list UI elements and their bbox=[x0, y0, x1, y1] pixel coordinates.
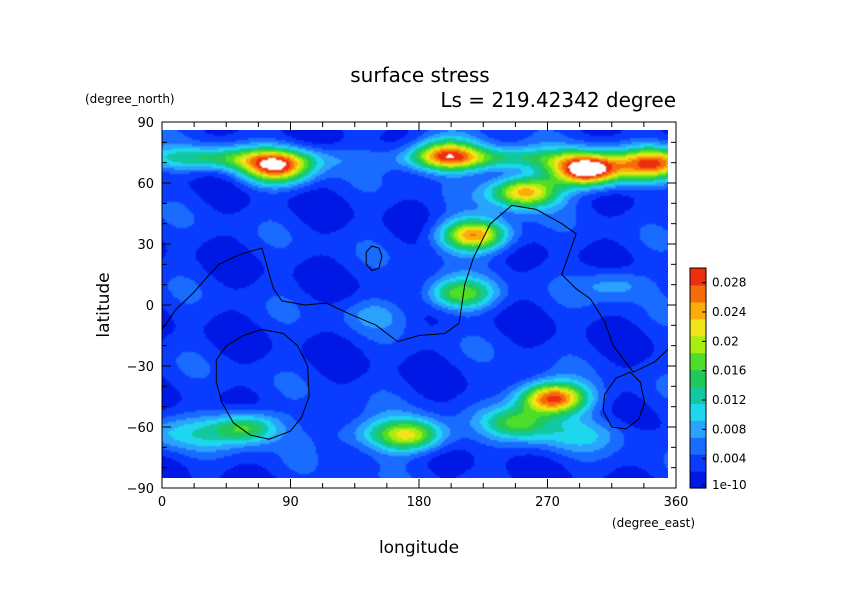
small-loop-contour bbox=[365, 245, 383, 271]
colorbar-swatch bbox=[690, 301, 706, 320]
chart-subtitle: Ls = 219.42342 degree bbox=[440, 88, 676, 112]
colorbar: 1e-10 0.004 0.008 0.012 0.016 0.02 0.024 0.028 bbox=[689, 267, 747, 492]
colorbar-swatch bbox=[690, 335, 706, 354]
x-tick-label: 0 bbox=[158, 495, 166, 510]
x-tick-label: 270 bbox=[535, 495, 560, 510]
colorbar-swatch bbox=[690, 454, 706, 472]
colorbar-swatch bbox=[690, 420, 706, 438]
y-tick-label: −30 bbox=[127, 360, 154, 375]
colorbar-tick-label: 0.008 bbox=[712, 422, 746, 436]
crater-east-contour bbox=[602, 371, 646, 430]
colorbar-tick-label: 0.004 bbox=[712, 452, 746, 466]
y-tick-label: −60 bbox=[127, 421, 154, 436]
chart-title: surface stress bbox=[350, 63, 489, 87]
x-tick-label: 360 bbox=[664, 495, 689, 510]
y-tick-label: 90 bbox=[137, 116, 154, 131]
colorbar-tick-label: 0.02 bbox=[712, 334, 739, 348]
colorbar-tick-label: 0.016 bbox=[712, 364, 746, 378]
colorbar-swatch bbox=[690, 386, 706, 404]
x-unit-label: (degree_east) bbox=[612, 516, 695, 530]
colorbar-swatch bbox=[690, 471, 706, 489]
colorbar-swatch bbox=[690, 437, 706, 455]
colorbar-frame bbox=[689, 267, 707, 489]
colorbar-swatch bbox=[690, 268, 706, 286]
x-axis-label: longitude bbox=[379, 538, 459, 558]
colorbar-tick-label: 0.024 bbox=[712, 305, 746, 319]
x-tick-label: 90 bbox=[282, 495, 299, 510]
colorbar-swatch bbox=[690, 284, 706, 303]
x-axis: 0 90 180 270 360 bbox=[158, 122, 689, 510]
y-tick-label: 60 bbox=[137, 177, 154, 192]
colorbar-tick-label: 0.012 bbox=[712, 393, 746, 407]
y-unit-label: (degree_north) bbox=[85, 92, 175, 106]
colorbar-tick-label: 0.028 bbox=[712, 276, 746, 290]
colorbar-swatch bbox=[690, 318, 706, 337]
plot-area bbox=[162, 130, 668, 478]
contour-layer bbox=[162, 204, 668, 440]
colorbar-swatch bbox=[690, 352, 706, 371]
y-tick-label: 30 bbox=[137, 238, 154, 253]
colorbar-tick-label: 1e-10 bbox=[712, 478, 747, 492]
y-tick-label: 0 bbox=[146, 299, 154, 314]
crater-west-contour bbox=[215, 328, 310, 440]
heatmap-field bbox=[162, 130, 668, 478]
colorbar-swatch bbox=[690, 369, 706, 388]
y-axis: 90 60 30 0 −30 −60 −90 bbox=[127, 116, 676, 497]
x-tick-label: 180 bbox=[407, 495, 432, 510]
colorbar-swatch bbox=[690, 403, 706, 421]
y-tick-label: −90 bbox=[127, 482, 154, 497]
topography-contour bbox=[162, 204, 668, 373]
y-axis-label: latitude bbox=[94, 272, 114, 337]
